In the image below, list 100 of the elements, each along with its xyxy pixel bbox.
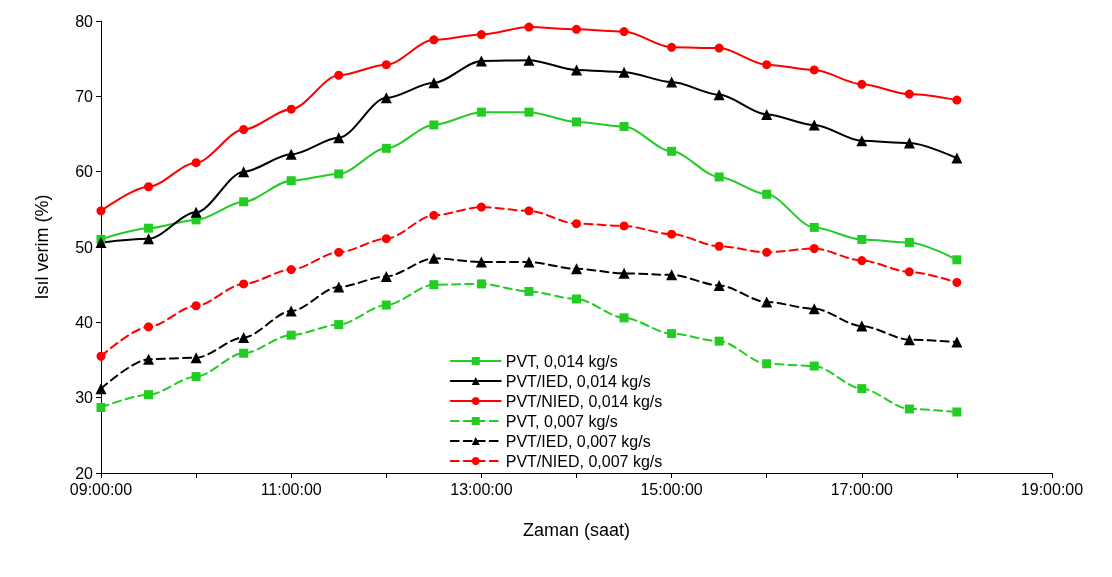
point (381, 234, 391, 244)
point (428, 252, 440, 264)
point (571, 263, 582, 275)
point (619, 121, 629, 131)
x-tick-label: 17:00:00 (830, 480, 894, 498)
point (334, 320, 344, 330)
y-tick-label: 50 (75, 238, 94, 256)
y-tick-label: 80 (75, 12, 94, 30)
point (572, 117, 581, 127)
point (667, 42, 677, 52)
point (857, 79, 867, 89)
point (856, 135, 868, 147)
point (380, 270, 392, 282)
point (476, 279, 486, 289)
legend-label: PVT/IED, 0,007 kg/s (505, 432, 651, 450)
point (808, 119, 820, 131)
point (572, 219, 581, 229)
point (96, 402, 106, 412)
point (286, 330, 296, 340)
point (904, 237, 914, 247)
y-tick-label: 40 (75, 313, 94, 331)
point (143, 233, 155, 245)
point (857, 234, 867, 244)
point (334, 70, 344, 80)
point (144, 182, 154, 192)
point (667, 146, 677, 156)
point (762, 359, 772, 369)
x-tick-label: 19:00:00 (1020, 480, 1084, 498)
point (286, 265, 296, 275)
point (334, 169, 344, 179)
point (524, 286, 534, 296)
point (903, 334, 915, 346)
point (96, 206, 106, 216)
point (191, 372, 201, 382)
point (143, 353, 155, 365)
point (667, 329, 677, 339)
point (571, 64, 582, 76)
point (857, 384, 867, 394)
point (762, 60, 772, 70)
point (951, 336, 963, 348)
point (428, 77, 440, 89)
point (523, 54, 535, 66)
point (333, 132, 345, 144)
point (333, 281, 345, 293)
y-tick-label: 30 (75, 389, 94, 407)
point (619, 27, 629, 37)
point (809, 244, 819, 253)
y-tick-label: 70 (75, 87, 94, 105)
point (476, 107, 486, 117)
point (285, 305, 297, 317)
point (96, 351, 106, 361)
point (144, 223, 154, 233)
point (856, 320, 868, 332)
point (238, 166, 250, 178)
point (761, 296, 773, 308)
point (952, 95, 962, 105)
x-tick-label: 09:00:00 (69, 480, 133, 498)
point (761, 108, 773, 120)
point (762, 247, 772, 257)
point (714, 336, 724, 346)
point (239, 197, 249, 207)
point (191, 158, 201, 168)
point (809, 361, 819, 371)
point (572, 24, 581, 34)
point (144, 390, 154, 400)
point (286, 104, 296, 114)
point (144, 322, 154, 332)
point (904, 267, 914, 277)
point (380, 92, 392, 104)
y-axis-title: Isıl verim (%) (32, 194, 52, 300)
point (952, 277, 962, 287)
point (334, 247, 344, 257)
legend-label: PVT, 0,014 kg/s (505, 352, 618, 370)
x-tick-label: 13:00:00 (450, 480, 513, 498)
point (190, 206, 202, 218)
point (857, 256, 867, 266)
point (476, 30, 486, 40)
point (239, 279, 249, 289)
point (381, 300, 391, 310)
point (572, 294, 581, 304)
point (952, 407, 962, 417)
point (809, 65, 819, 75)
point (238, 331, 250, 343)
point (904, 404, 914, 414)
point (809, 222, 819, 232)
point (239, 124, 249, 134)
point (239, 348, 249, 358)
point (952, 255, 962, 265)
legend-label: PVT/IED, 0,014 kg/s (505, 372, 651, 390)
point (666, 76, 678, 88)
point (619, 313, 629, 323)
x-tick-label: 15:00:00 (640, 480, 703, 498)
point (381, 60, 391, 70)
legend-label: PVT/NIED, 0,014 kg/s (505, 392, 663, 410)
point (475, 256, 487, 268)
point (285, 148, 297, 160)
point (904, 89, 914, 99)
y-tick-label: 20 (75, 464, 94, 482)
point (762, 189, 772, 199)
point (667, 229, 677, 239)
